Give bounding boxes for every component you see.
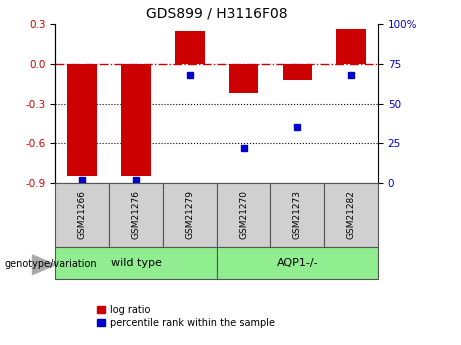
Bar <box>67 64 97 176</box>
Text: AQP1-/-: AQP1-/- <box>277 258 318 268</box>
Bar <box>217 247 378 279</box>
Polygon shape <box>32 255 55 275</box>
Bar <box>121 64 151 176</box>
Bar <box>271 183 324 247</box>
Bar <box>163 183 217 247</box>
Bar <box>229 64 258 93</box>
Text: GSM21279: GSM21279 <box>185 190 194 239</box>
Legend: log ratio, percentile rank within the sample: log ratio, percentile rank within the sa… <box>97 305 275 328</box>
Bar <box>217 183 271 247</box>
Bar <box>55 247 217 279</box>
Text: GSM21266: GSM21266 <box>78 190 87 239</box>
Bar <box>283 64 312 80</box>
Text: genotype/variation: genotype/variation <box>5 259 97 269</box>
Text: wild type: wild type <box>111 258 161 268</box>
Bar <box>337 29 366 64</box>
Title: GDS899 / H3116F08: GDS899 / H3116F08 <box>146 6 288 20</box>
Text: GSM21276: GSM21276 <box>131 190 141 239</box>
Bar <box>109 183 163 247</box>
Bar <box>175 31 205 64</box>
Bar <box>55 183 109 247</box>
Text: GSM21270: GSM21270 <box>239 190 248 239</box>
Text: GSM21282: GSM21282 <box>347 190 355 239</box>
Text: GSM21273: GSM21273 <box>293 190 302 239</box>
Bar <box>324 183 378 247</box>
